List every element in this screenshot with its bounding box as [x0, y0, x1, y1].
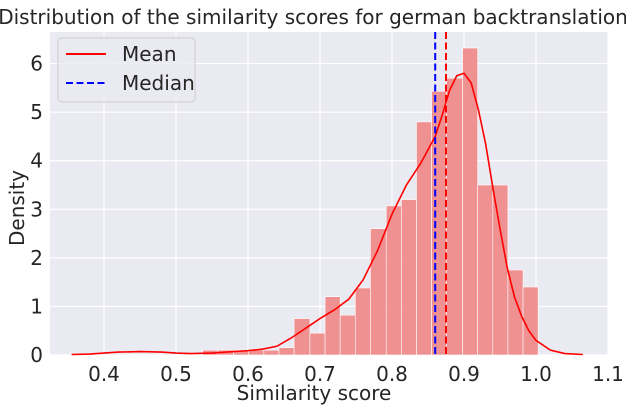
- x-axis-label: Similarity score: [237, 381, 392, 405]
- y-tick-label-5: 5: [30, 100, 43, 124]
- histogram-bar-19: [492, 184, 509, 356]
- x-tick-label-2: 0.6: [232, 362, 264, 386]
- histogram-bar-12: [385, 205, 402, 356]
- histogram-bar-18: [477, 184, 494, 356]
- histogram-bar-9: [339, 314, 356, 356]
- histogram-bar-16: [446, 77, 463, 356]
- histogram-bar-6: [293, 318, 311, 356]
- y-tick-label-1: 1: [30, 294, 43, 318]
- histogram-bar-17: [462, 47, 478, 356]
- histogram-bar-8: [324, 296, 341, 356]
- histogram-bar-13: [401, 199, 417, 356]
- y-tick-label-4: 4: [30, 149, 43, 173]
- histogram-bar-10: [354, 287, 371, 356]
- x-tick-label-7: 1.1: [592, 362, 624, 386]
- histogram-bar-15: [431, 90, 448, 356]
- x-tick-label-0: 0.4: [88, 362, 120, 386]
- y-tick-label-6: 6: [30, 52, 43, 76]
- x-tick-label-4: 0.8: [376, 362, 408, 386]
- y-tick-label-3: 3: [30, 197, 43, 221]
- x-tick-label-5: 0.9: [448, 362, 480, 386]
- y-axis-label: Density: [5, 170, 29, 246]
- y-tick-label-2: 2: [30, 246, 43, 270]
- x-tick-label-6: 1.0: [520, 362, 552, 386]
- legend-label-median: Median: [122, 71, 195, 95]
- legend: Mean Median: [57, 37, 196, 103]
- chart-title: Distribution of the similarity scores fo…: [0, 5, 626, 29]
- kde-curve: [71, 72, 583, 356]
- x-axis-ticks: 0.4 0.5 0.6 0.7 0.8 0.9 1.0 1.1: [88, 362, 624, 386]
- histogram-bar-5: [278, 347, 295, 356]
- histogram-bar-4: [263, 349, 280, 356]
- histogram-bar-7: [309, 332, 326, 356]
- histogram-bar-21: [522, 286, 539, 356]
- y-tick-label-0: 0: [30, 343, 43, 367]
- y-axis-ticks: 0 1 2 3 4 5 6: [30, 52, 43, 367]
- x-tick-label-1: 0.5: [160, 362, 192, 386]
- legend-label-mean: Mean: [122, 42, 177, 66]
- x-tick-label-3: 0.7: [304, 362, 336, 386]
